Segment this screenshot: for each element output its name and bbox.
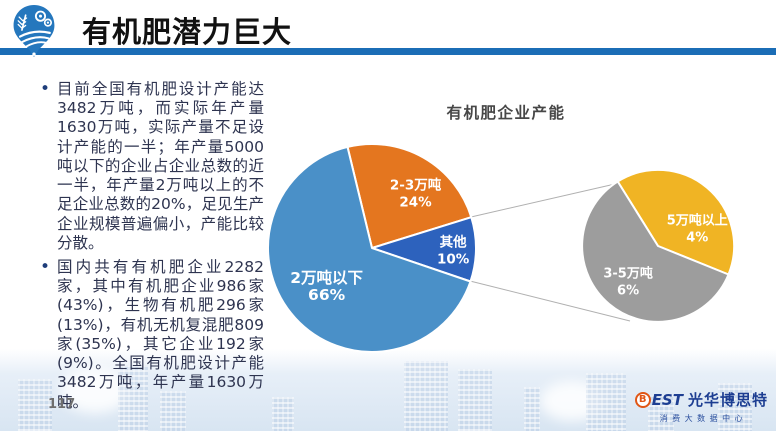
brand-tagline-text: 消费大数据中心: [659, 414, 748, 423]
header-divider-rule: [0, 48, 776, 55]
pie-slice-label: 2万吨以下 66%: [290, 269, 363, 304]
pie-slice-label: 2-3万吨 24%: [390, 176, 442, 210]
footer-brand-row: B EST 光华博思特: [634, 389, 768, 410]
bullet-text-capacity: 目前全国有机肥设计产能达3482万吨，而实际年产量1630万吨，实际产量不足设计…: [57, 80, 264, 252]
pie-slice-detail: [616, 168, 736, 276]
brand-b-icon: B: [634, 391, 651, 408]
building-shape: [118, 365, 148, 431]
brand-est-text: EST: [651, 390, 683, 409]
bullet-list: • 目前全国有机肥设计产能达3482万吨，而实际年产量1630万吨，实际产量不足…: [40, 80, 264, 417]
building-shape: [160, 391, 186, 431]
building-shape: [458, 369, 492, 431]
callout-line: [470, 183, 616, 218]
building-shape: [586, 373, 626, 431]
building-shape: [404, 361, 448, 431]
pie-slice-label: 其他 10%: [437, 233, 470, 267]
pie-slice-main: [267, 145, 472, 353]
pie-slice-detail: [581, 180, 730, 323]
bullet-dot-icon: •: [40, 256, 51, 277]
pie-slice-main: [346, 142, 473, 249]
bullet-dot-icon: •: [40, 79, 51, 99]
building-shape: [648, 395, 674, 431]
pie-slice-label: 5万吨以上 4%: [667, 213, 728, 246]
slide-title: 有机肥潜力巨大: [82, 15, 293, 49]
pie-slice-label: 3-5万吨 6%: [603, 265, 653, 298]
callout-line: [469, 280, 631, 322]
bullet-item: • 目前全国有机肥设计产能达3482万吨，而实际年产量1630万吨，实际产量不足…: [40, 80, 264, 253]
footer-brand-logo: B EST 光华博思特 消费大数据中心: [634, 389, 768, 424]
brand-balloon-logo: [13, 5, 55, 57]
page-number: 117: [48, 397, 76, 412]
bullet-text-enterprises: 国内共有有机肥企业2282家，其中有机肥企业986家(43%)，生物有机肥296…: [57, 257, 264, 411]
chart-title: 有机肥企业产能: [446, 104, 566, 122]
bullet-item: • 国内共有有机肥企业2282家，其中有机肥企业986家(43%)，生物有机肥2…: [40, 256, 264, 412]
building-shape: [718, 383, 752, 431]
city-skyline-background: [0, 349, 776, 431]
building-shape: [18, 379, 52, 431]
building-shape: [272, 397, 294, 431]
building-shape: [524, 387, 540, 431]
brand-name-text: 光华博思特: [687, 391, 768, 409]
